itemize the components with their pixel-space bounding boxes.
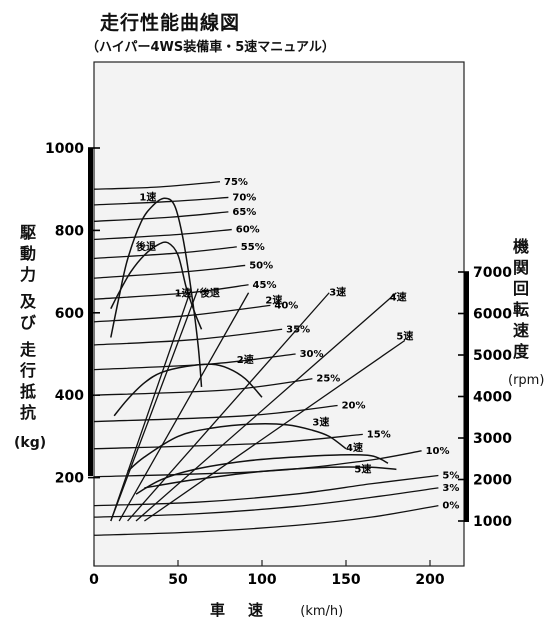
y-axis-right-label-char: 速 — [512, 321, 529, 340]
rpm-line-5-gear — [144, 339, 406, 522]
y-axis-left-label-char: 走 — [19, 340, 36, 359]
chart-title: 走行性能曲線図 — [100, 12, 241, 34]
y-axis-right-label-char: 機 — [512, 237, 529, 256]
gear-annotation: 4速 — [390, 290, 407, 303]
gear-annotation: 3速 — [329, 285, 346, 298]
y-axis-left-label-char: 駆 — [19, 223, 36, 242]
chart-subtitle: （ハイパー4WS装備車・5速マニュアル） — [86, 40, 335, 55]
gear-annotation: 5速 — [354, 463, 371, 476]
resistance-curve-15pct — [93, 433, 363, 450]
x-axis-unit: (km/h) — [300, 604, 344, 619]
y-axis-left-label-char: 及 — [19, 292, 36, 311]
traction-curve-5-gear — [144, 466, 397, 489]
y-tick-label: 400 — [55, 388, 84, 404]
resistance-curve-label: 3% — [442, 483, 459, 494]
traction-curve-2-gear — [113, 363, 263, 417]
resistance-curve-35pct — [93, 328, 283, 346]
gear-annotation: 2速 — [237, 353, 254, 366]
y-axis-left-label-char: 動 — [19, 244, 36, 263]
y-axis-right-label-char: 度 — [512, 342, 529, 361]
x-tick-label: 200 — [415, 572, 444, 588]
y2-tick-label: 4000 — [473, 390, 512, 406]
gear-annotation: 後退 — [136, 240, 156, 253]
x-axis-label-text: 車 速 — [210, 601, 268, 619]
x-tick-label: 50 — [168, 572, 188, 588]
gear-annotation: 1速 — [175, 286, 192, 299]
rpm-line-2-gear — [118, 292, 250, 522]
traction-curve-reverse — [110, 241, 203, 330]
gear-annotation: 2速 — [265, 294, 282, 307]
rpm-line-3-gear — [127, 292, 330, 522]
y2-tick-label: 2000 — [473, 473, 512, 489]
resistance-curve-label: 30% — [300, 349, 324, 360]
y-axis-right-label-char: 関 — [512, 258, 529, 277]
gear-annotation: 4速 — [346, 441, 363, 454]
resistance-curve-50pct — [93, 264, 246, 279]
x-tick-label: 150 — [331, 572, 360, 588]
resistance-curve-label: 65% — [232, 207, 256, 218]
rpm-line-reverse — [110, 288, 199, 522]
y-tick-label: 600 — [55, 306, 84, 322]
resistance-curve-75pct — [93, 181, 221, 190]
rpm-line-1-gear — [110, 292, 191, 522]
resistance-curve-label: 10% — [426, 446, 450, 457]
resistance-curve-label: 25% — [316, 374, 340, 385]
resistance-curve-label: 75% — [224, 177, 248, 188]
y-axis-left-label-char: 抗 — [19, 403, 36, 422]
resistance-curve-label: 5% — [442, 471, 459, 482]
y2-tick-label: 5000 — [473, 348, 512, 364]
y-axis-left-label-char: 抵 — [19, 382, 36, 401]
y-tick-label: 200 — [55, 471, 84, 487]
y-axis-left-label-char: 行 — [19, 361, 36, 380]
x-axis-label: 車 速 (km/h) — [210, 599, 343, 620]
gear-annotation: 後退 — [200, 286, 220, 299]
x-tick-label: 0 — [89, 572, 99, 588]
y2-tick-label: 1000 — [473, 514, 512, 530]
resistance-curve-label: 40% — [274, 300, 298, 311]
resistance-curve-label: 0% — [442, 501, 459, 512]
resistance-curve-label: 55% — [241, 242, 265, 253]
rpm-line-4-gear — [135, 292, 397, 522]
y-tick-label: 800 — [55, 223, 84, 239]
resistance-curve-70pct — [93, 196, 229, 206]
y2-tick-label: 3000 — [473, 431, 512, 447]
resistance-curve-label: 50% — [249, 260, 273, 271]
resistance-curve-55pct — [93, 246, 237, 260]
y-axis-right-label-char: 転 — [512, 300, 529, 319]
traction-curve-4-gear — [135, 453, 389, 495]
resistance-curve-label: 35% — [286, 324, 310, 335]
y-tick-label: 1000 — [45, 141, 84, 157]
resistance-curve-20pct — [93, 404, 338, 423]
traction-curve-3-gear — [127, 423, 347, 472]
y-axis-right-label: 機関回転速度 (rpm) — [508, 236, 544, 391]
gear-annotation: 1速 — [139, 191, 156, 204]
y-axis-right-label-char: 回 — [512, 279, 529, 298]
resistance-curve-45pct — [93, 284, 249, 300]
resistance-curve-40pct — [93, 304, 271, 323]
y-axis-left-label: 駆動力及び走行抵抗 (kg) — [14, 222, 47, 454]
gear-annotation: 3速 — [312, 415, 329, 428]
gear-annotation: 5速 — [396, 330, 413, 343]
resistance-curve-label: 60% — [236, 225, 260, 236]
x-tick-label: 100 — [247, 572, 276, 588]
y-axis-left-label-text: 駆動力及び走行抵抗 — [14, 222, 42, 423]
resistance-curve-3pct — [93, 487, 439, 518]
y-axis-right-label-text: 機関回転速度 — [508, 236, 534, 362]
resistance-curve-label: 15% — [367, 429, 391, 440]
resistance-curve-5pct — [93, 474, 439, 507]
y-axis-left-unit: (kg) — [14, 435, 47, 451]
y2-tick-label: 7000 — [473, 265, 512, 281]
resistance-curve-label: 20% — [342, 401, 366, 412]
resistance-curve-0pct — [93, 504, 439, 536]
plot-area — [93, 61, 465, 567]
y-axis-left-label-char: び — [19, 313, 36, 332]
resistance-curve-60pct — [93, 228, 232, 241]
resistance-curve-label: 45% — [253, 280, 277, 291]
resistance-curve-65pct — [93, 211, 229, 222]
y2-tick-label: 6000 — [473, 307, 512, 323]
resistance-curve-25pct — [93, 378, 313, 396]
resistance-curve-label: 70% — [232, 192, 256, 203]
y-axis-left-label-char: 力 — [19, 265, 36, 284]
